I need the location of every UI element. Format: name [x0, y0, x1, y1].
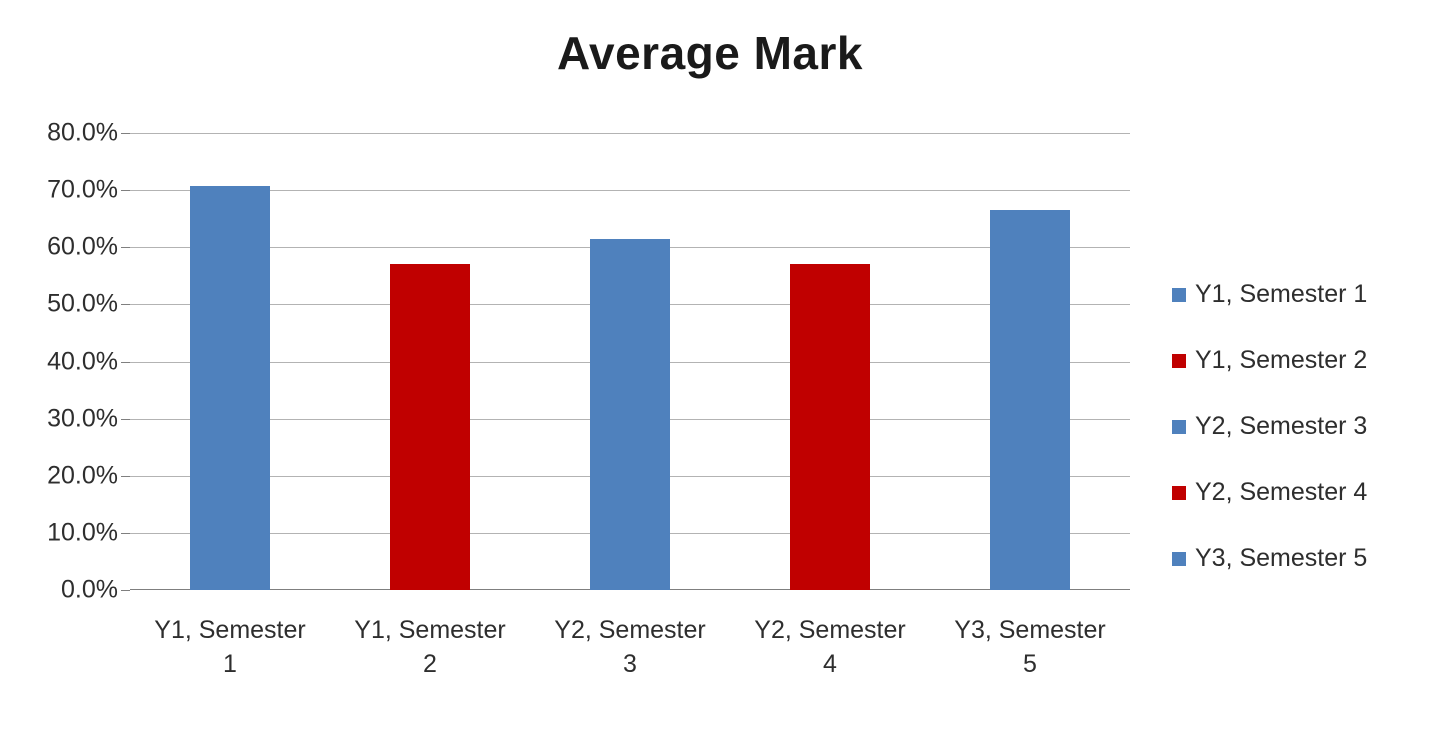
y-axis-tick-label: 60.0%: [47, 232, 118, 261]
x-axis-tick-label-line: Y2, Semester: [754, 616, 906, 644]
x-axis-tick-label-line: 2: [423, 649, 437, 678]
legend-item: Y1, Semester 2: [1172, 346, 1367, 375]
plot-area: [121, 133, 1130, 591]
y-axis-labels: 0.0% 10.0% 20.0% 30.0% 40.0% 50.0% 60.0% 70.0% 8…: [0, 119, 118, 604]
y-axis-tick: [121, 590, 130, 591]
x-axis-labels: Y1, Semester 1 Y1, Semester 2 Y2, Semester 3 Y…: [130, 614, 1130, 704]
x-axis-tick-label-line: Y3, Semester: [954, 616, 1106, 644]
legend-swatch: [1172, 419, 1186, 434]
y-axis-tick: [121, 247, 130, 249]
legend-item: Y1, Semester 1: [1172, 280, 1367, 309]
legend-label: Y1, Semester 2: [1195, 346, 1368, 374]
x-axis-tick-label-line: 5: [1023, 649, 1037, 678]
y-axis-tick: [121, 133, 130, 134]
legend-label: Y3, Semester 5: [1195, 544, 1368, 572]
bar: [390, 264, 470, 590]
y-axis-tick: [121, 418, 130, 420]
legend-label: Y1, Semester 1: [1195, 280, 1368, 308]
x-axis-tick-label: Y1, Semester 2: [330, 614, 530, 682]
legend-label: Y2, Semester 4: [1195, 478, 1368, 506]
legend-item: Y2, Semester 4: [1172, 478, 1367, 507]
y-axis-tick-label: 0.0%: [61, 575, 118, 604]
legend-swatch: [1172, 485, 1186, 500]
y-axis-tick-label: 30.0%: [47, 404, 118, 433]
chart-title: Average Mark: [556, 27, 863, 79]
y-axis-tick: [121, 532, 130, 534]
legend-swatch: [1172, 353, 1186, 368]
y-axis-tick-label: 80.0%: [47, 118, 118, 147]
x-axis-tick-label: Y3, Semester 5: [930, 614, 1130, 682]
bar: [190, 186, 270, 590]
y-axis-tick: [121, 190, 130, 192]
y-axis-tick: [121, 361, 130, 363]
x-axis-tick-label-line: 4: [823, 649, 837, 678]
legend-swatch: [1172, 287, 1186, 302]
y-axis-tick: [121, 475, 130, 477]
x-axis-tick-label: Y2, Semester 3: [530, 614, 730, 682]
legend-item: Y3, Semester 5: [1172, 544, 1367, 573]
bar: [790, 264, 870, 590]
legend-label: Y2, Semester 3: [1195, 412, 1368, 440]
legend: Y1, Semester 1 Y1, Semester 2 Y2, Semester…: [1172, 280, 1367, 610]
x-axis-tick-label-line: Y2, Semester: [554, 616, 706, 644]
legend-item: Y2, Semester 3: [1172, 412, 1367, 441]
y-axis-tick-label: 20.0%: [47, 461, 118, 490]
y-axis-tick-label: 10.0%: [47, 518, 118, 547]
gridline: [130, 133, 1130, 134]
y-axis-tick-label: 50.0%: [47, 289, 118, 318]
gridline: [130, 190, 1130, 192]
x-axis-tick-label-line: Y1, Semester: [354, 616, 506, 644]
x-axis-tick-label-line: Y1, Semester: [154, 616, 306, 644]
y-axis-tick-label: 40.0%: [47, 347, 118, 375]
x-axis-tick-label-line: 3: [623, 649, 637, 678]
bar: [590, 238, 670, 590]
x-axis-tick-label: Y2, Semester 4: [730, 614, 930, 682]
legend-swatch: [1172, 551, 1186, 566]
y-axis-tick: [121, 304, 130, 306]
y-axis-tick-label: 70.0%: [47, 175, 118, 204]
x-axis-tick-label: Y1, Semester 1: [130, 614, 330, 682]
x-axis-tick-label-line: 1: [223, 649, 237, 678]
bar: [990, 210, 1070, 590]
